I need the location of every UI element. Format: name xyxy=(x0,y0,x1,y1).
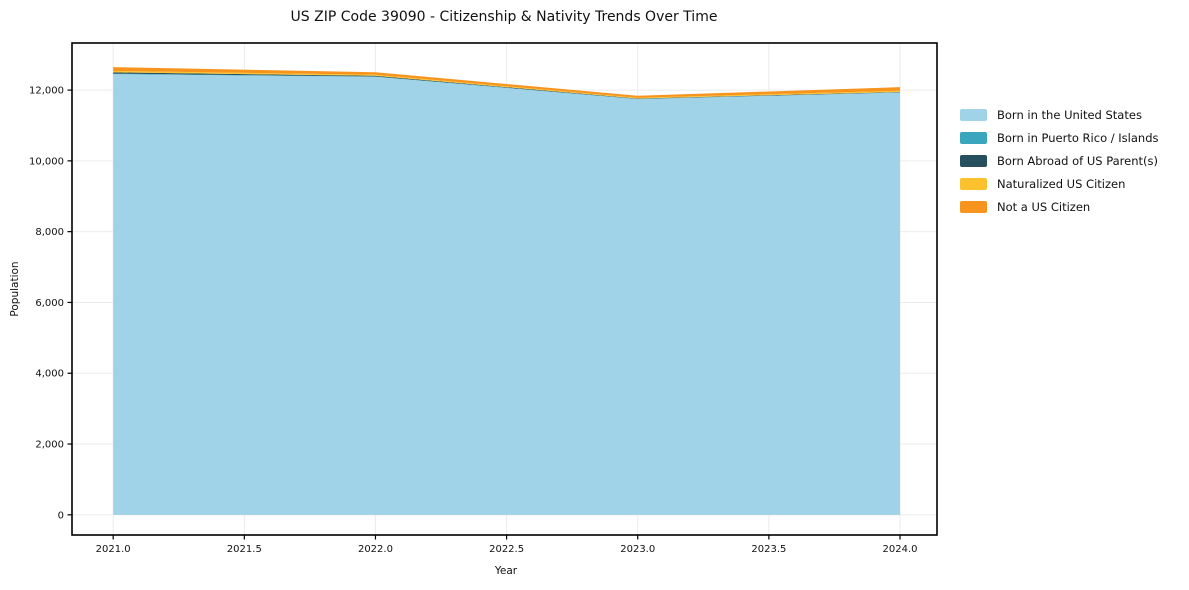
legend-swatch xyxy=(960,177,987,190)
y-tick-label: 2,000 xyxy=(35,440,64,451)
legend-item: Naturalized US Citizen xyxy=(960,172,1159,195)
x-tick-label: 2021.5 xyxy=(227,544,262,555)
y-tick-label: 8,000 xyxy=(35,227,64,238)
x-axis-label: Year xyxy=(494,565,518,577)
y-tick-label: 0 xyxy=(58,510,64,521)
legend-swatch xyxy=(960,131,987,144)
legend: Born in the United States Born in Puerto … xyxy=(960,103,1159,218)
x-tick-label: 2023.0 xyxy=(620,544,655,555)
y-tick-label: 4,000 xyxy=(35,369,64,380)
y-tick-label: 6,000 xyxy=(35,298,64,309)
x-tick-label: 2022.0 xyxy=(358,544,393,555)
y-axis-label: Population xyxy=(9,261,21,317)
legend-item: Born in the United States xyxy=(960,103,1159,126)
legend-label: Naturalized US Citizen xyxy=(997,176,1126,191)
legend-label: Born Abroad of US Parent(s) xyxy=(997,153,1158,168)
legend-label: Not a US Citizen xyxy=(997,199,1091,214)
legend-label: Born in Puerto Rico / Islands xyxy=(997,130,1159,145)
axes-frame xyxy=(71,42,938,536)
legend-label: Born in the United States xyxy=(997,107,1142,122)
x-tick-label: 2024.0 xyxy=(883,544,918,555)
legend-swatch xyxy=(960,154,987,167)
y-tick-label: 10,000 xyxy=(29,156,64,167)
legend-swatch xyxy=(960,108,987,121)
legend-item: Not a US Citizen xyxy=(960,195,1159,218)
legend-item: Born Abroad of US Parent(s) xyxy=(960,149,1159,172)
area-chart-canvas: 2021.0 2021.5 2022.0 2022.5 2023.0 2023.5 2024… xyxy=(29,42,938,555)
chart-title: US ZIP Code 39090 - Citizenship & Nativi… xyxy=(290,9,718,25)
legend-swatch xyxy=(960,200,987,213)
y-tick-label: 12,000 xyxy=(29,86,64,97)
x-tick-label: 2023.5 xyxy=(751,544,786,555)
x-tick-label: 2021.0 xyxy=(96,544,131,555)
x-tick-label: 2022.5 xyxy=(489,544,524,555)
area-series-4 xyxy=(113,67,901,98)
legend-item: Born in Puerto Rico / Islands xyxy=(960,126,1159,149)
area-series-0 xyxy=(113,74,901,515)
